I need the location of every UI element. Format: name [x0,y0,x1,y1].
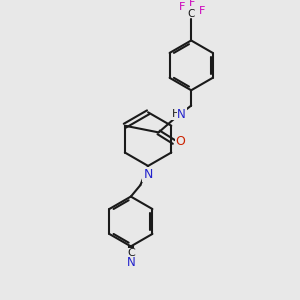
Text: F: F [199,6,205,16]
Text: N: N [177,108,186,121]
Text: N: N [143,168,153,181]
Text: F: F [178,2,185,12]
Text: F: F [189,0,195,8]
Text: H: H [172,109,180,119]
Text: O: O [176,136,186,148]
Text: N: N [127,256,135,269]
Text: C: C [188,9,195,19]
Text: C: C [127,248,135,258]
